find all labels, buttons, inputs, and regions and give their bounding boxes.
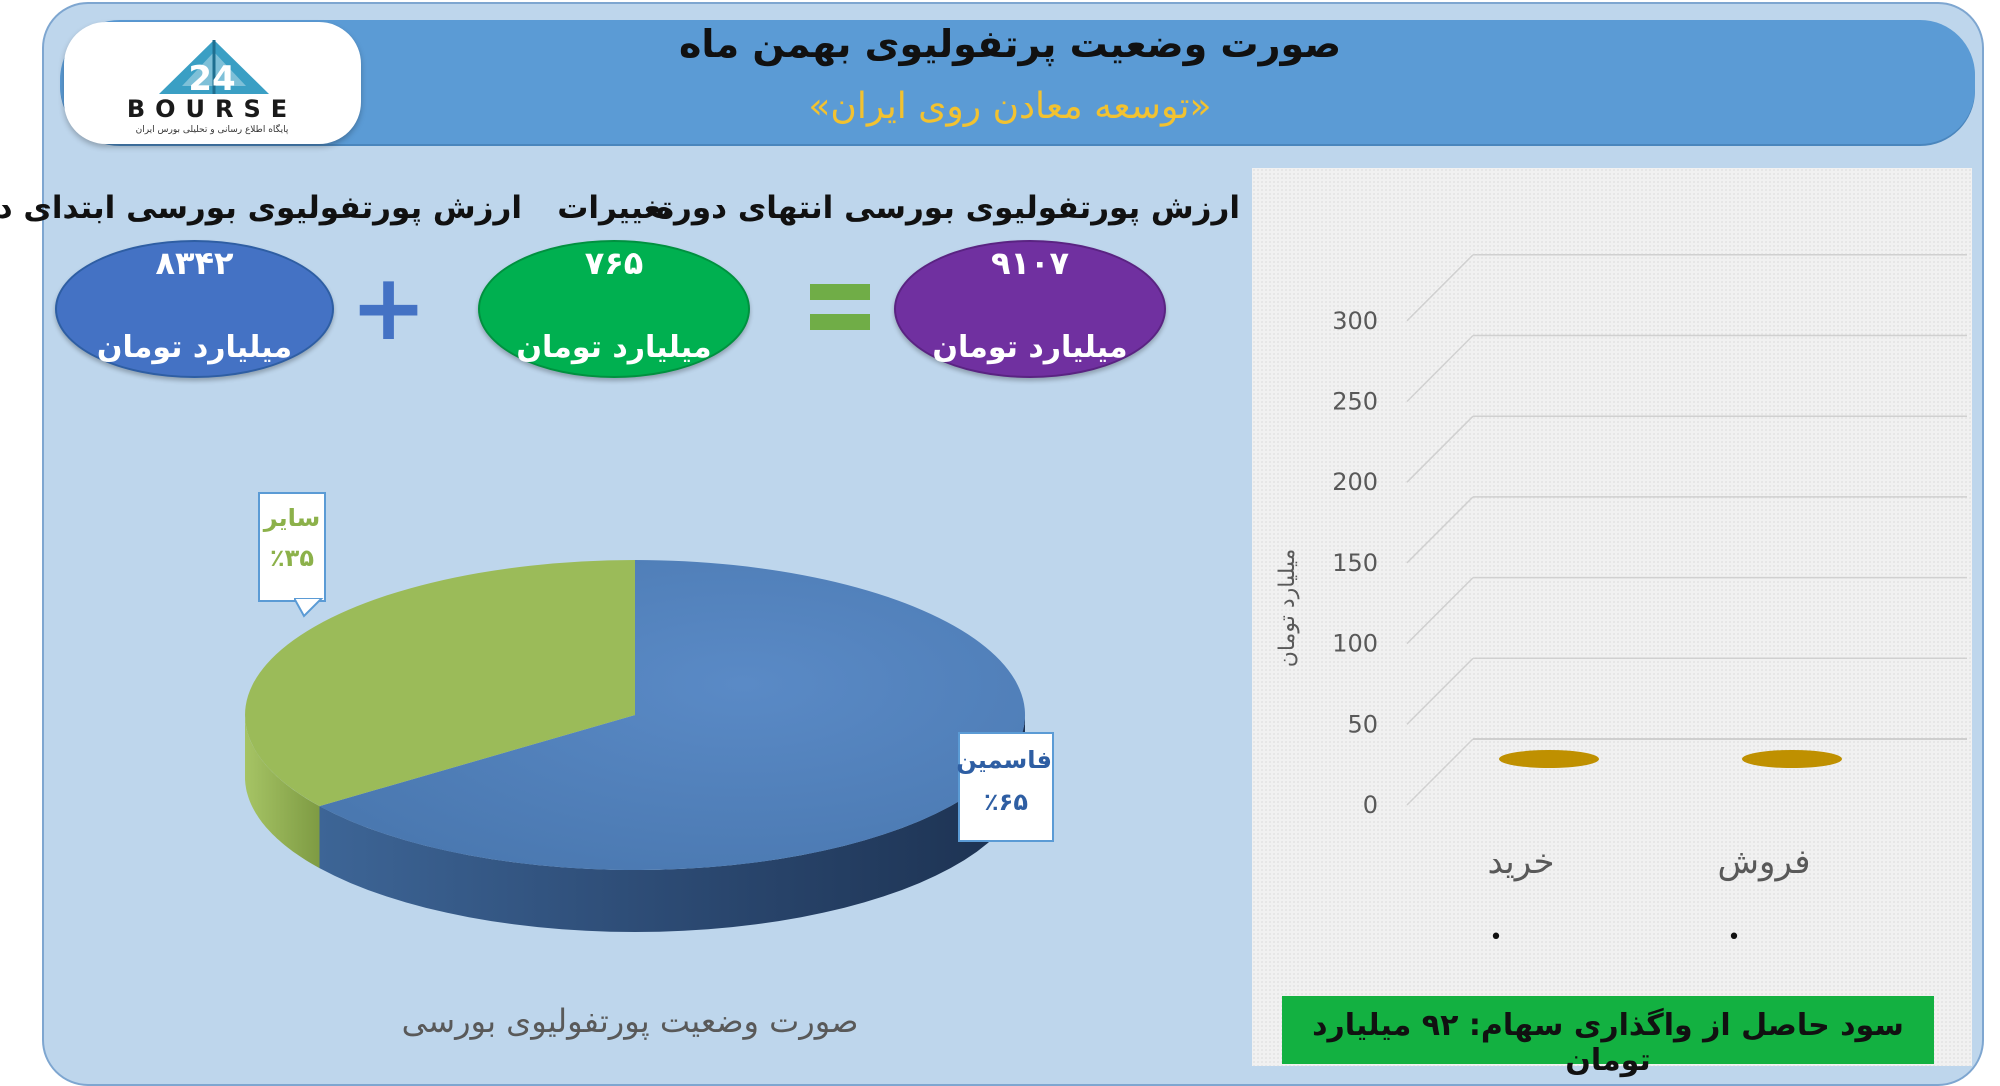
logo-text: BOURSE (127, 95, 297, 123)
y-tick-label: 50 (1347, 710, 1378, 738)
logo: 24 BOURSE پایگاه اطلاع رسانی و تحلیلی بو… (64, 22, 361, 144)
data-point-marker: • (1490, 925, 1503, 950)
grid-line-side (1406, 657, 1474, 725)
y-tick-label: 150 (1332, 549, 1378, 577)
start-unit: میلیارد تومان (96, 330, 293, 365)
svg-text:24: 24 (188, 59, 235, 99)
bar-top (1499, 750, 1599, 768)
grid-line-side (1406, 415, 1474, 483)
grid-line-side (1406, 254, 1474, 322)
pie-caption: صورت وضعیت پورتفولیوی بورسی (401, 1002, 859, 1040)
pie-label-main-name: فاسمین (956, 746, 1052, 774)
grid-line-side (1406, 577, 1474, 645)
pie-label-main-percent: ٪۶۵ (984, 788, 1028, 816)
start-value-ellipse: ۸۳۴۲ میلیارد تومان (55, 240, 334, 378)
pie-slice-0 (319, 560, 1026, 870)
bar-chart: 0 50 100 150 200 250 300 خرید • فروش • میلیارد توم… (1275, 254, 1967, 950)
y-tick-label: 200 (1332, 468, 1378, 496)
y-tick-label: 250 (1332, 388, 1378, 416)
end-value: ۹۱۰۷ (990, 244, 1070, 282)
start-value: ۸۳۴۲ (155, 244, 234, 282)
end-value-label: ارزش پورتفولیوی بورسی انتهای دوره (655, 190, 1240, 226)
bar-y-axis-label: میلیارد تومان (1275, 549, 1300, 668)
x-category-label: فروش (1718, 842, 1811, 882)
page-title: صورت وضعیت پرتفولیوی بهمن ماه (678, 22, 1342, 66)
grid-line-side (1406, 738, 1474, 806)
start-value-label: ارزش پورتفولیوی بورسی ابتدای دوره (0, 190, 522, 226)
bar-chart-panel: 0 50 100 150 200 250 300 خرید • فروش • میلیارد توم… (1252, 168, 1972, 1066)
header-banner (60, 20, 1975, 144)
bar-top (1742, 750, 1842, 768)
pie-slice-1 (245, 560, 635, 807)
x-category-label: خرید (1487, 842, 1554, 882)
logo-tagline: پایگاه اطلاع رسانی و تحلیلی بورس ایران (136, 123, 289, 135)
change-value-ellipse: ۷۶۵ میلیارد تومان (478, 240, 750, 378)
grid-line-side (1406, 496, 1474, 564)
grid-line-side (1406, 334, 1474, 403)
page-subtitle: «توسعه معادن روی ایران» (808, 86, 1212, 127)
change-value: ۷۶۵ (584, 244, 644, 282)
pie-label-other-percent: ٪۳۵ (270, 544, 314, 572)
pie-label-main: فاسمین ٪۶۵ (956, 732, 1054, 842)
plus-icon: + (350, 254, 428, 361)
pie-side-1 (245, 715, 320, 869)
end-value-ellipse: ۹۱۰۷ میلیارد تومان (894, 240, 1166, 378)
change-unit: میلیارد تومان (516, 330, 712, 365)
profit-text: سود حاصل از واگذاری سهام: ۹۲ میلیارد توم… (1312, 1008, 1904, 1078)
bourse-logo-icon: 24 BOURSE پایگاه اطلاع رسانی و تحلیلی بو… (127, 40, 297, 135)
pie-chart (245, 560, 1026, 932)
pie-side-0 (319, 715, 1025, 932)
profit-banner: سود حاصل از واگذاری سهام: ۹۲ میلیارد توم… (1282, 996, 1934, 1078)
pie-label-other: سایر ٪۳۵ (258, 492, 326, 618)
callout-pointer-icon (294, 598, 324, 618)
end-unit: میلیارد تومان (932, 330, 1128, 365)
change-label: تغییرات (557, 190, 673, 226)
equals-icon (806, 278, 870, 338)
data-point-marker: • (1728, 925, 1741, 950)
y-tick-label: 300 (1332, 307, 1378, 335)
pie-label-other-name: سایر (263, 504, 321, 532)
y-tick-label: 100 (1332, 630, 1378, 658)
y-tick-label: 0 (1363, 791, 1378, 819)
